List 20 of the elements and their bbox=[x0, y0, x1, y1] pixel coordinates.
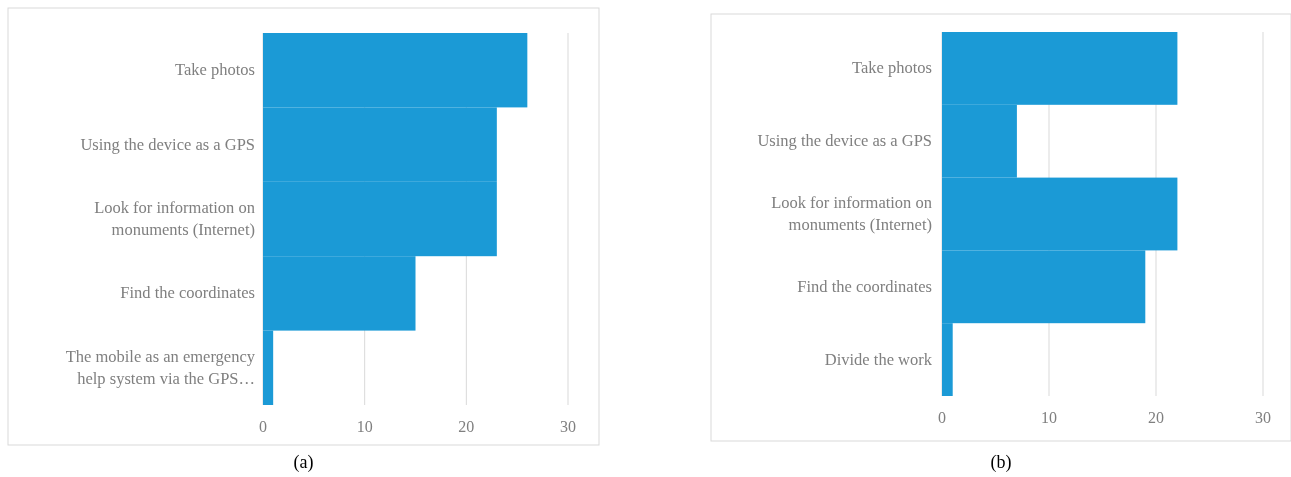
text: (b) bbox=[990, 452, 1012, 473]
x-tick-label: 10 bbox=[356, 418, 373, 435]
y-tick-label: Find the coordinates bbox=[120, 283, 255, 303]
y-tick-label: Look for information on monuments (Internet) bbox=[94, 198, 255, 239]
x-tick-label: 0 bbox=[938, 409, 946, 426]
y-tick-label: Look for information on monuments (Internet) bbox=[771, 193, 932, 234]
y-tick-label: Divide the work bbox=[824, 349, 933, 369]
x-tick-label: 20 bbox=[458, 418, 475, 435]
x-tick-label: 0 bbox=[259, 418, 267, 435]
y-tick-label: Find the coordinates bbox=[797, 276, 932, 296]
x-tick-label: 10 bbox=[1041, 409, 1057, 426]
y-tick-label: Take photos bbox=[852, 58, 932, 78]
y-tick-label: Using the device as a GPS bbox=[757, 131, 932, 151]
y-tick-label: Take photos bbox=[175, 60, 255, 80]
y-tick-label: The mobile as an emergency help system via the GPS… bbox=[65, 346, 256, 388]
x-tick-label: 20 bbox=[1148, 409, 1164, 426]
x-tick-label: 30 bbox=[560, 418, 576, 435]
x-tick-label: 30 bbox=[1255, 409, 1271, 426]
y-tick-label: Using the device as a GPS bbox=[80, 134, 255, 154]
text: (a) bbox=[293, 452, 314, 473]
